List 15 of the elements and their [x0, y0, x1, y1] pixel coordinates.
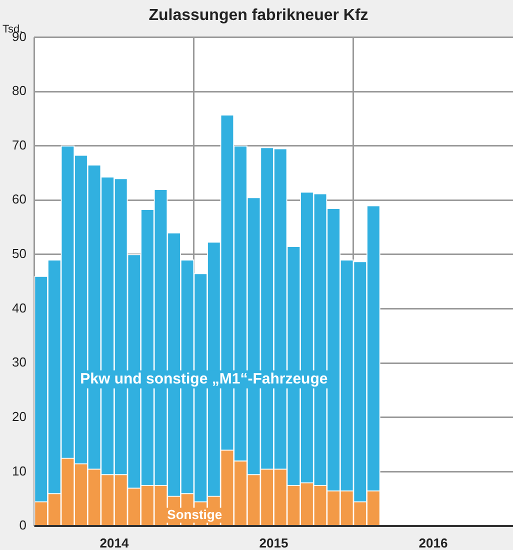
- y-tick-label: 50: [12, 246, 26, 262]
- series-label: Pkw und sonstige „M1“-Fahrzeuge: [80, 370, 328, 388]
- y-tick-label: 60: [12, 192, 26, 207]
- y-tick-label: 0: [19, 518, 26, 533]
- y-tick-label: 70: [12, 137, 26, 152]
- text: 2016: [418, 536, 448, 550]
- y-tick-label: 20: [12, 408, 26, 424]
- series-label: Sonstige: [167, 506, 222, 522]
- text: 2014: [100, 536, 130, 550]
- y-tick-label: 40: [12, 300, 26, 316]
- y-tick-label: 80: [12, 83, 26, 98]
- text: 2015: [259, 536, 288, 550]
- y-tick-label: 30: [12, 354, 26, 370]
- chart-title: Zulassungen fabrikneuer Kfz: [148, 7, 368, 24]
- y-tick-label: 10: [12, 463, 26, 478]
